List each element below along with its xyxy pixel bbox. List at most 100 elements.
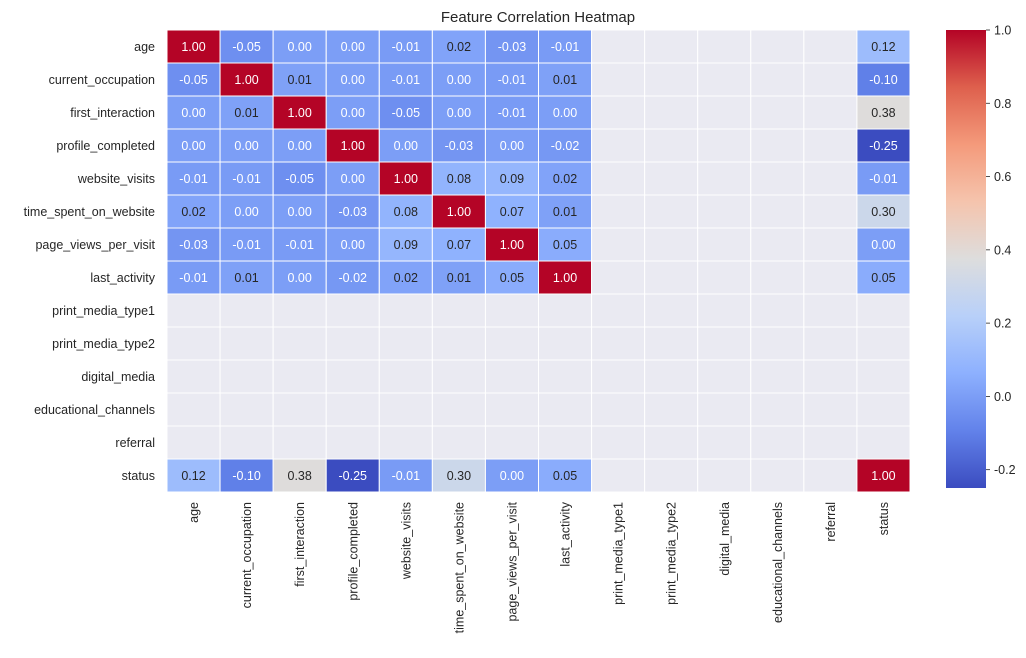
colorbar-tick-label: 0.4	[994, 243, 1011, 257]
heatmap-cell-empty	[431, 392, 486, 427]
heatmap-cell	[856, 95, 911, 130]
cell-value-label: 0.01	[553, 73, 577, 87]
heatmap-cell-empty	[697, 62, 752, 97]
heatmap-cell-empty	[272, 425, 327, 460]
heatmap-cell-empty	[166, 326, 221, 361]
heatmap-cell-empty	[697, 161, 752, 196]
heatmap-cell	[166, 95, 221, 130]
colorbar-tick-label: 1.0	[994, 24, 1011, 38]
heatmap-cell-empty	[750, 326, 805, 361]
heatmap-cell-empty	[803, 227, 858, 262]
heatmap-cell	[378, 194, 433, 229]
cell-value-label: 0.12	[871, 40, 895, 54]
cell-value-label: -0.01	[498, 106, 527, 120]
heatmap-cell-empty	[484, 425, 539, 460]
heatmap-cell	[219, 128, 274, 163]
heatmap-cell-empty	[803, 29, 858, 64]
x-tick-label: age	[187, 502, 201, 523]
heatmap-cell-empty	[166, 425, 221, 460]
heatmap-cell-empty	[803, 128, 858, 163]
y-tick-label: time_spent_on_website	[24, 205, 155, 219]
heatmap-cell	[378, 62, 433, 97]
heatmap-cell-empty	[750, 260, 805, 295]
colorbar-tick-label: 0.2	[994, 317, 1011, 331]
heatmap-cell-empty	[750, 293, 805, 328]
heatmap-cell-empty	[644, 227, 699, 262]
cell-value-label: -0.01	[392, 469, 421, 483]
cell-value-label: -0.25	[869, 139, 898, 153]
heatmap-cell-empty	[538, 392, 593, 427]
cell-value-label: 0.01	[447, 271, 471, 285]
heatmap-cell-empty	[750, 194, 805, 229]
heatmap-cell-empty	[644, 260, 699, 295]
heatmap-cell-empty	[378, 425, 433, 460]
cell-value-label: 0.00	[871, 238, 895, 252]
cell-value-label: 0.01	[234, 271, 258, 285]
heatmap-cell-empty	[644, 29, 699, 64]
cell-value-label: 0.38	[871, 106, 895, 120]
cell-value-label: 1.00	[871, 469, 895, 483]
cell-value-label: 1.00	[553, 271, 577, 285]
heatmap-cell-empty	[856, 293, 911, 328]
heatmap-cell-empty	[431, 293, 486, 328]
heatmap-cell	[484, 260, 539, 295]
heatmap-cell-empty	[697, 359, 752, 394]
cell-value-label: -0.03	[179, 238, 208, 252]
cell-value-label: -0.01	[179, 271, 208, 285]
colorbar-tick-label: -0.2	[994, 463, 1016, 477]
heatmap-cell-empty	[750, 359, 805, 394]
heatmap-cell	[378, 260, 433, 295]
heatmap-cell-empty	[538, 425, 593, 460]
heatmap-cell-empty	[431, 359, 486, 394]
heatmap-cell-empty	[644, 425, 699, 460]
heatmap-cell-empty	[644, 161, 699, 196]
heatmap-cell-empty	[644, 128, 699, 163]
cell-value-label: 0.00	[288, 205, 312, 219]
heatmap-cell-empty	[591, 293, 646, 328]
heatmap-cell-empty	[803, 161, 858, 196]
x-tick-label: referral	[824, 502, 838, 542]
x-tick-label: last_activity	[559, 501, 573, 566]
heatmap-cell-empty	[803, 359, 858, 394]
cell-value-label: 0.08	[447, 172, 471, 186]
heatmap-cell-empty	[803, 95, 858, 130]
heatmap-cell-empty	[750, 425, 805, 460]
cell-value-label: -0.05	[392, 106, 421, 120]
heatmap-cell	[484, 458, 539, 493]
cell-value-label: 0.00	[288, 139, 312, 153]
cell-value-label: -0.01	[179, 172, 208, 186]
heatmap-cell	[431, 29, 486, 64]
heatmap-cell-empty	[166, 293, 221, 328]
cell-value-label: 1.00	[500, 238, 524, 252]
heatmap-cell-empty	[856, 359, 911, 394]
cell-value-label: -0.01	[551, 40, 580, 54]
cell-value-label: -0.03	[445, 139, 474, 153]
cell-value-label: 0.00	[341, 238, 365, 252]
heatmap-cell-empty	[644, 194, 699, 229]
heatmap-cells: 1.00 -0.05 0.00 0.00 -0.01 0.02 -0.03 -0.01 0.12…	[166, 29, 911, 493]
heatmap-cell-empty	[272, 326, 327, 361]
y-axis-tick-labels: age current_occupation first_interactionpr…	[24, 40, 156, 483]
heatmap-cell	[325, 128, 380, 163]
cell-value-label: 0.09	[394, 238, 418, 252]
heatmap-cell	[856, 161, 911, 196]
cell-value-label: 0.01	[234, 106, 258, 120]
heatmap-cell-empty	[591, 260, 646, 295]
cell-value-label: -0.03	[498, 40, 527, 54]
heatmap-cell	[325, 95, 380, 130]
heatmap-cell	[856, 194, 911, 229]
y-tick-label: print_media_type1	[52, 304, 155, 318]
heatmap-cell	[431, 458, 486, 493]
heatmap-cell-empty	[591, 95, 646, 130]
heatmap-cell	[219, 194, 274, 229]
heatmap-cell-empty	[591, 194, 646, 229]
heatmap-cell	[378, 458, 433, 493]
heatmap-cell-empty	[431, 326, 486, 361]
heatmap-cell-empty	[750, 458, 805, 493]
heatmap-cell-empty	[803, 425, 858, 460]
heatmap-cell-empty	[591, 326, 646, 361]
heatmap-cell	[272, 62, 327, 97]
cell-value-label: 1.00	[181, 40, 205, 54]
heatmap-cell-empty	[538, 326, 593, 361]
heatmap-cell-empty	[272, 359, 327, 394]
